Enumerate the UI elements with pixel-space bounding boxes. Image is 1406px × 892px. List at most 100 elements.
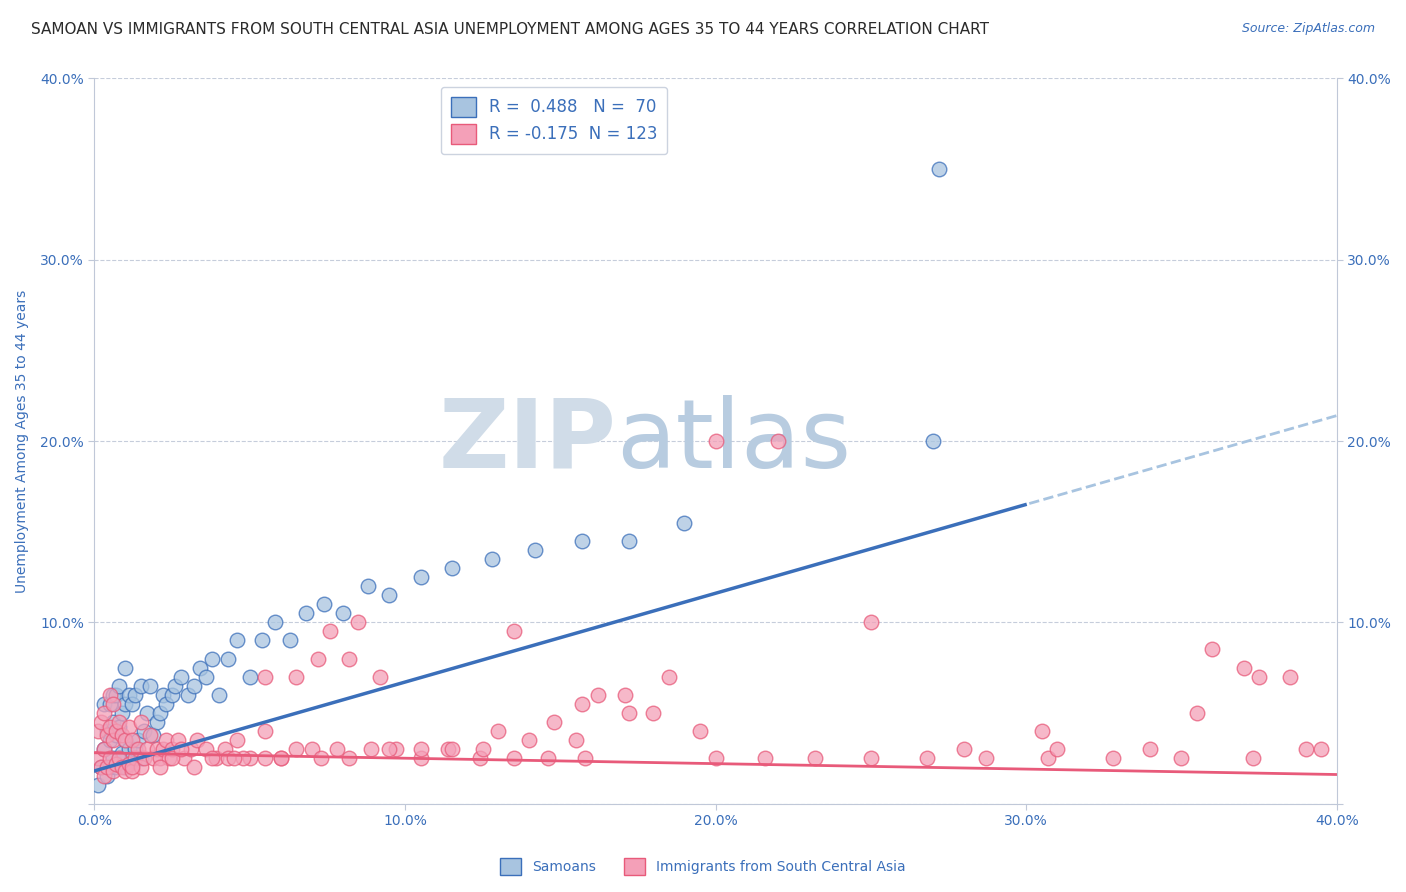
Point — [101, 714, 124, 729]
Point — [565, 733, 588, 747]
Point — [409, 742, 432, 756]
Point — [145, 742, 167, 756]
Point — [117, 688, 139, 702]
Point — [1170, 751, 1192, 765]
Point — [114, 733, 136, 747]
Point — [93, 742, 115, 756]
Point — [804, 751, 827, 765]
Point — [337, 751, 360, 765]
Point — [195, 742, 218, 756]
Point — [974, 751, 997, 765]
Point — [186, 733, 208, 747]
Point — [314, 597, 336, 611]
Point — [101, 751, 124, 765]
Point — [254, 670, 277, 684]
Point — [502, 624, 524, 639]
Point — [325, 742, 347, 756]
Point — [915, 751, 938, 765]
Point — [86, 724, 108, 739]
Point — [90, 714, 112, 729]
Point — [859, 751, 882, 765]
Point — [101, 697, 124, 711]
Point — [285, 742, 308, 756]
Point — [201, 751, 224, 765]
Point — [111, 760, 134, 774]
Point — [117, 756, 139, 771]
Text: ZIP: ZIP — [439, 394, 616, 488]
Point — [98, 697, 121, 711]
Point — [263, 615, 285, 630]
Point — [658, 670, 681, 684]
Point — [357, 579, 380, 593]
Point — [114, 760, 136, 774]
Point — [409, 570, 432, 584]
Point — [183, 760, 205, 774]
Text: Source: ZipAtlas.com: Source: ZipAtlas.com — [1241, 22, 1375, 36]
Point — [111, 728, 134, 742]
Point — [208, 688, 231, 702]
Point — [98, 751, 121, 765]
Point — [105, 756, 128, 771]
Point — [704, 751, 727, 765]
Point — [86, 778, 108, 792]
Point — [571, 697, 593, 711]
Point — [254, 751, 277, 765]
Point — [278, 633, 301, 648]
Point — [124, 742, 146, 756]
Point — [93, 769, 115, 783]
Point — [86, 751, 108, 765]
Point — [160, 751, 183, 765]
Point — [226, 633, 249, 648]
Point — [105, 688, 128, 702]
Point — [98, 760, 121, 774]
Point — [319, 624, 342, 639]
Point — [437, 742, 460, 756]
Point — [124, 688, 146, 702]
Point — [180, 742, 202, 756]
Point — [149, 760, 172, 774]
Point — [124, 751, 146, 765]
Point — [586, 688, 609, 702]
Point — [643, 706, 665, 720]
Point — [1279, 670, 1302, 684]
Point — [239, 751, 262, 765]
Point — [155, 697, 177, 711]
Point — [129, 679, 152, 693]
Point — [409, 751, 432, 765]
Point — [98, 733, 121, 747]
Point — [152, 742, 174, 756]
Point — [127, 742, 149, 756]
Point — [1185, 706, 1208, 720]
Point — [232, 751, 254, 765]
Point — [689, 724, 711, 739]
Point — [108, 714, 131, 729]
Point — [309, 751, 332, 765]
Point — [108, 679, 131, 693]
Point — [139, 728, 162, 742]
Point — [226, 733, 249, 747]
Point — [201, 651, 224, 665]
Point — [160, 742, 183, 756]
Point — [301, 742, 323, 756]
Point — [214, 742, 236, 756]
Point — [129, 760, 152, 774]
Point — [170, 742, 193, 756]
Point — [481, 551, 503, 566]
Point — [155, 733, 177, 747]
Point — [96, 769, 118, 783]
Point — [111, 706, 134, 720]
Point — [132, 751, 155, 765]
Point — [922, 434, 945, 448]
Point — [152, 688, 174, 702]
Point — [165, 679, 187, 693]
Point — [121, 760, 143, 774]
Point — [217, 751, 239, 765]
Point — [188, 660, 211, 674]
Point — [93, 742, 115, 756]
Point — [176, 688, 198, 702]
Point — [468, 751, 491, 765]
Point — [129, 751, 152, 765]
Point — [617, 533, 640, 548]
Point — [93, 706, 115, 720]
Point — [101, 764, 124, 778]
